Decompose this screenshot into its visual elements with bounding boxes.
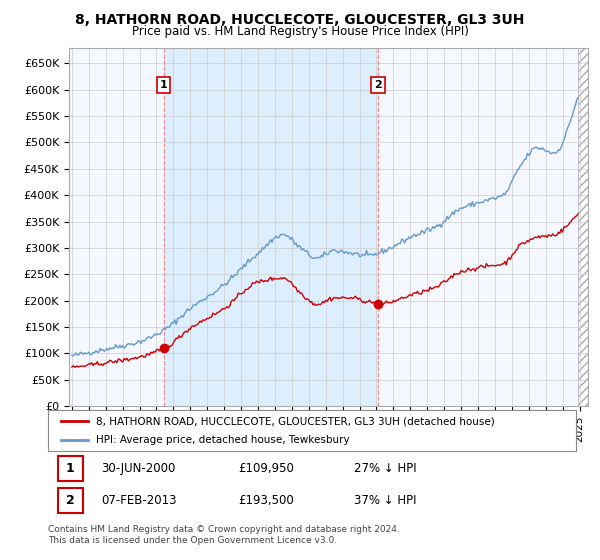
Text: 30-JUN-2000: 30-JUN-2000 (101, 462, 175, 475)
Bar (578, 48, 588, 406)
Text: 2: 2 (374, 80, 382, 90)
Text: 2: 2 (66, 494, 74, 507)
Text: 07-FEB-2013: 07-FEB-2013 (101, 494, 176, 507)
Text: HPI: Average price, detached house, Tewkesbury: HPI: Average price, detached house, Tewk… (95, 435, 349, 445)
Text: Price paid vs. HM Land Registry's House Price Index (HPI): Price paid vs. HM Land Registry's House … (131, 25, 469, 38)
Text: 1: 1 (66, 462, 74, 475)
Text: 8, HATHORN ROAD, HUCCLECOTE, GLOUCESTER, GL3 3UH (detached house): 8, HATHORN ROAD, HUCCLECOTE, GLOUCESTER,… (95, 417, 494, 426)
Text: 8, HATHORN ROAD, HUCCLECOTE, GLOUCESTER, GL3 3UH: 8, HATHORN ROAD, HUCCLECOTE, GLOUCESTER,… (76, 13, 524, 27)
Text: £109,950: £109,950 (238, 462, 294, 475)
FancyBboxPatch shape (58, 488, 83, 513)
FancyBboxPatch shape (48, 410, 576, 451)
Text: 37% ↓ HPI: 37% ↓ HPI (354, 494, 417, 507)
Text: Contains HM Land Registry data © Crown copyright and database right 2024.
This d: Contains HM Land Registry data © Crown c… (48, 525, 400, 545)
Text: £193,500: £193,500 (238, 494, 294, 507)
Text: 27% ↓ HPI: 27% ↓ HPI (354, 462, 417, 475)
FancyBboxPatch shape (58, 456, 83, 480)
Text: 1: 1 (160, 80, 167, 90)
Bar (164, 48, 378, 406)
